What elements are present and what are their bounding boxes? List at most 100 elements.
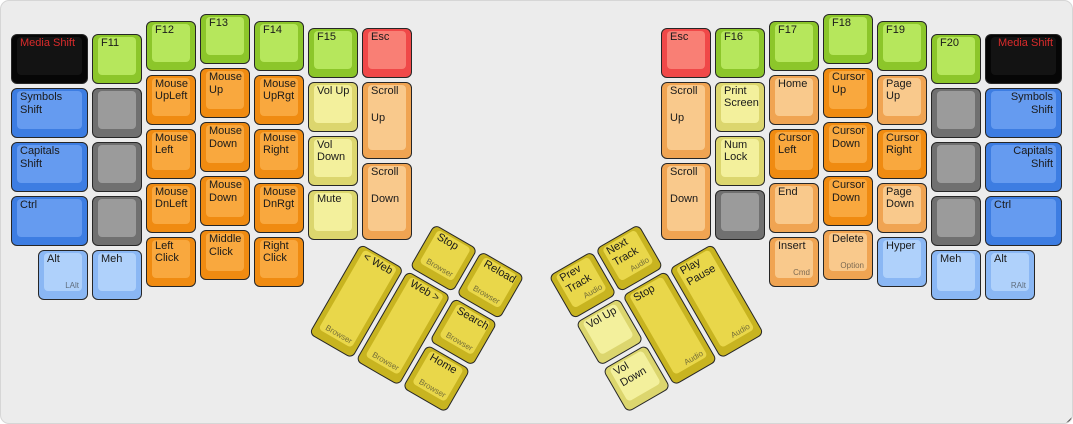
key-insert[interactable]: Insert Cmd (769, 236, 819, 287)
key-mouse-up[interactable]: Mouse Up (200, 68, 250, 118)
key-f15[interactable]: F15 (308, 27, 358, 78)
key-scroll[interactable]: Scroll Up (362, 81, 412, 159)
key-label: Hyper (886, 239, 916, 252)
key-left-click[interactable]: Left Click (146, 236, 196, 287)
keycap-top: Ctrl (991, 199, 1056, 238)
keycap-top: End (775, 185, 813, 224)
keycap-top: Cursor Right (883, 131, 921, 170)
key-label: Play Pause (678, 256, 718, 289)
key-cursor-down[interactable]: Cursor Down (823, 122, 873, 172)
key-sub-label: RAlt (1010, 281, 1026, 291)
key-sub-label: Browser (323, 323, 354, 346)
keycap-top: Symbols Shift (17, 91, 82, 130)
key-mouse-right[interactable]: Mouse Right (254, 128, 304, 179)
key-f11[interactable]: F11 (92, 34, 142, 85)
key-f16[interactable]: F16 (715, 27, 765, 78)
key-ctrl[interactable]: Ctrl (985, 196, 1062, 247)
key-esc[interactable]: Esc (661, 27, 711, 78)
key-label: Vol Up (317, 84, 350, 97)
key-mouse-dnrgt[interactable]: Mouse DnRgt (254, 182, 304, 233)
key-end[interactable]: End (769, 182, 819, 233)
key-media-shift[interactable]: Media Shift (11, 34, 88, 85)
keycap-top: F19 (883, 23, 921, 62)
resize-grip-icon[interactable] (1066, 417, 1072, 423)
keycap-top: F20 (937, 37, 975, 76)
keycap-top (98, 145, 136, 184)
key-label: Mouse DnLeft (155, 185, 189, 211)
key-scroll[interactable]: Scroll Up (661, 81, 711, 159)
key-f17[interactable]: F17 (769, 20, 819, 71)
key-mouse-uprgt[interactable]: Mouse UpRgt (254, 74, 304, 125)
key-label: Symbols Shift (20, 91, 63, 116)
key-esc[interactable]: Esc (362, 27, 412, 78)
keycap-top: Left Click (152, 239, 190, 278)
key-scroll[interactable]: Scroll Down (362, 162, 412, 240)
key-f19[interactable]: F19 (877, 20, 927, 71)
keycap-top: Mouse Right (260, 131, 298, 170)
key-label: F18 (832, 17, 851, 29)
keycap-top (721, 192, 759, 231)
key-blank-key[interactable] (92, 196, 142, 247)
key-blank-key[interactable] (92, 88, 142, 139)
key-blank-key[interactable] (92, 142, 142, 193)
key-cursor-right[interactable]: Cursor Right (877, 128, 927, 179)
key-capitals-shift[interactable]: Capitals Shift (11, 142, 88, 193)
key-alt[interactable]: Alt LAlt (38, 250, 88, 301)
keycap-top: Mouse DnRgt (260, 185, 298, 224)
key-mouse-dnleft[interactable]: Mouse DnLeft (146, 182, 196, 233)
key-f13[interactable]: F13 (200, 14, 250, 64)
key-vol-up[interactable]: Vol Up (308, 81, 358, 132)
key-page-up[interactable]: Page Up (877, 74, 927, 125)
keycap-top: Num Lock (721, 138, 759, 177)
key-mouse-upleft[interactable]: Mouse UpLeft (146, 74, 196, 125)
key-right-click[interactable]: Right Click (254, 236, 304, 287)
keycap-top: F16 (721, 30, 759, 69)
key-label: Page Down (886, 185, 915, 211)
key-label: Cursor Left (778, 131, 812, 157)
key-page-down[interactable]: Page Down (877, 182, 927, 233)
keycap-top: Stop Browser (419, 229, 472, 282)
keycap-top: Ctrl (17, 199, 82, 238)
key-ctrl[interactable]: Ctrl (11, 196, 88, 247)
key-middle-click[interactable]: Middle Click (200, 230, 250, 280)
key-delete[interactable]: Delete Option (823, 230, 873, 280)
keycap-top: Alt RAlt (991, 253, 1029, 292)
key-blank-key[interactable] (931, 142, 981, 193)
key-mouse-down[interactable]: Mouse Down (200, 122, 250, 172)
keycap-top: Vol Up (582, 303, 635, 356)
key-alt[interactable]: Alt RAlt (985, 250, 1035, 301)
key-cursor-down[interactable]: Cursor Down (823, 176, 873, 226)
key-scroll[interactable]: Scroll Down (661, 162, 711, 240)
key-f14[interactable]: F14 (254, 20, 304, 71)
key-label: Meh (940, 253, 962, 266)
keycap-top: Media Shift (17, 37, 82, 76)
key-f18[interactable]: F18 (823, 14, 873, 64)
key-print-screen[interactable]: Print Screen (715, 81, 765, 132)
key-mid-label: Down (371, 192, 400, 205)
key-symbols-shift[interactable]: Symbols Shift (985, 88, 1062, 139)
key-symbols-shift[interactable]: Symbols Shift (11, 88, 88, 139)
key-label: Reload (481, 258, 518, 286)
key-vol-down[interactable]: Vol Down (308, 135, 358, 186)
key-hyper[interactable]: Hyper (877, 236, 927, 287)
key-f12[interactable]: F12 (146, 20, 196, 71)
key-f20[interactable]: F20 (931, 34, 981, 85)
keycap-top: Next Track Audio (601, 229, 654, 282)
key-blank-key[interactable] (931, 88, 981, 139)
key-meh[interactable]: Meh (92, 250, 142, 301)
key-meh[interactable]: Meh (931, 250, 981, 301)
key-num-lock[interactable]: Num Lock (715, 135, 765, 186)
key-label: Ctrl (994, 199, 1012, 212)
key-mouse-left[interactable]: Mouse Left (146, 128, 196, 179)
key-capitals-shift[interactable]: Capitals Shift (985, 142, 1062, 193)
key-label: Capitals Shift (20, 145, 60, 170)
key-home[interactable]: Home (769, 74, 819, 125)
key-media-shift[interactable]: Media Shift (985, 34, 1062, 85)
key-blank-key[interactable] (715, 189, 765, 240)
key-blank-key[interactable] (931, 196, 981, 247)
key-mouse-down[interactable]: Mouse Down (200, 176, 250, 226)
key-label: Insert (778, 239, 806, 252)
key-cursor-left[interactable]: Cursor Left (769, 128, 819, 179)
key-mute[interactable]: Mute (308, 189, 358, 240)
key-cursor-up[interactable]: Cursor Up (823, 68, 873, 118)
